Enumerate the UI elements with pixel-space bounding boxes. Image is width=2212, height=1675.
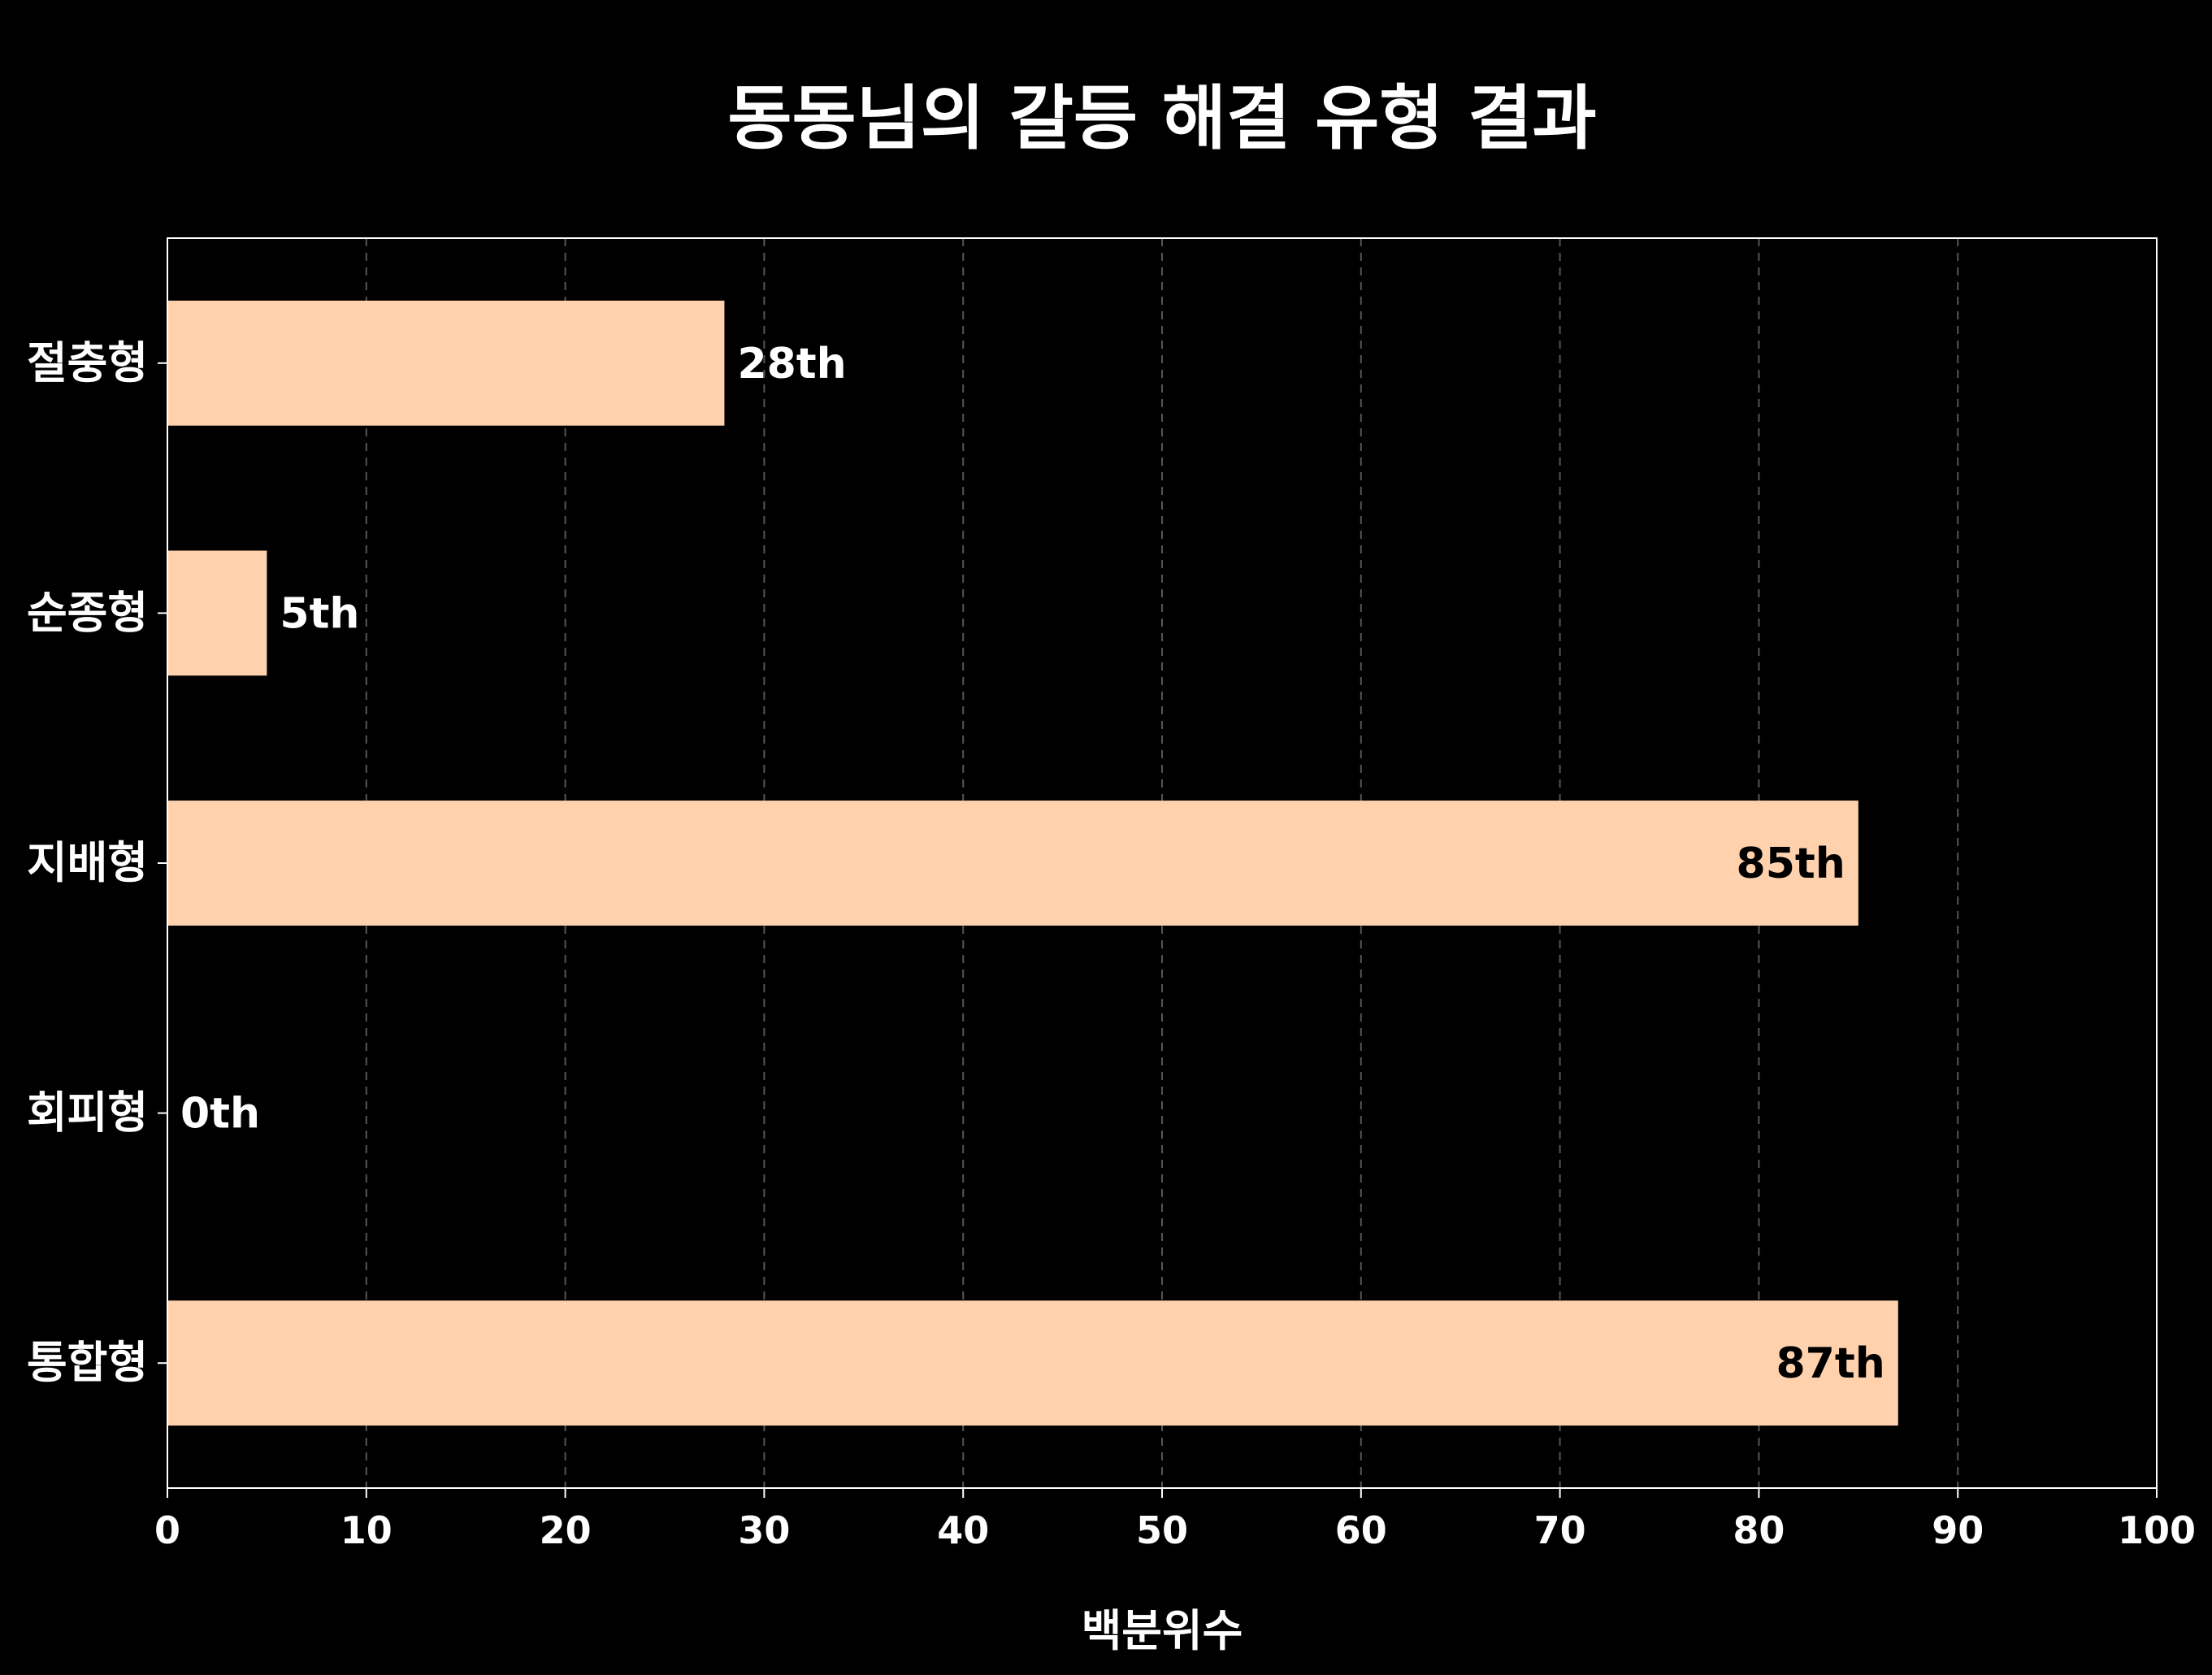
bars: [167, 300, 1898, 1426]
x-axis-label: 백분위수: [1082, 1605, 1243, 1656]
x-ticks: 0 10 20 30 40 50 60 70 80 90 100: [154, 1488, 2196, 1552]
x-tick-label: 30: [738, 1508, 790, 1552]
category-label: 통합형: [27, 1337, 148, 1388]
data-labels: 28th 5th 85th 0th 87th: [180, 340, 1885, 1388]
category-label: 순종형: [27, 587, 148, 638]
category-label: 회피형: [27, 1087, 148, 1139]
category-label: 절충형: [27, 337, 148, 388]
x-tick-label: 80: [1733, 1508, 1785, 1552]
x-tick-label: 60: [1335, 1508, 1387, 1552]
category-label: 지배형: [27, 837, 148, 888]
bar: [167, 801, 1859, 926]
data-label: 0th: [180, 1090, 260, 1139]
x-tick-label: 70: [1534, 1508, 1586, 1552]
data-label: 87th: [1776, 1339, 1885, 1388]
data-label: 85th: [1737, 840, 1846, 888]
x-tick-label: 90: [1932, 1508, 1984, 1552]
bar: [167, 1300, 1898, 1426]
data-label: 5th: [280, 589, 359, 638]
bar: [167, 550, 267, 676]
x-tick-label: 0: [154, 1508, 180, 1552]
x-tick-label: 40: [937, 1508, 989, 1552]
bar: [167, 300, 725, 426]
x-tick-label: 50: [1136, 1508, 1188, 1552]
grid: [365, 238, 1959, 1488]
chart-title: 동동님의 갈등 해결 유형 결과: [727, 78, 1596, 159]
x-tick-label: 100: [2118, 1508, 2196, 1552]
x-tick-label: 10: [340, 1508, 393, 1552]
x-tick-label: 20: [540, 1508, 592, 1552]
data-label: 28th: [737, 340, 846, 388]
